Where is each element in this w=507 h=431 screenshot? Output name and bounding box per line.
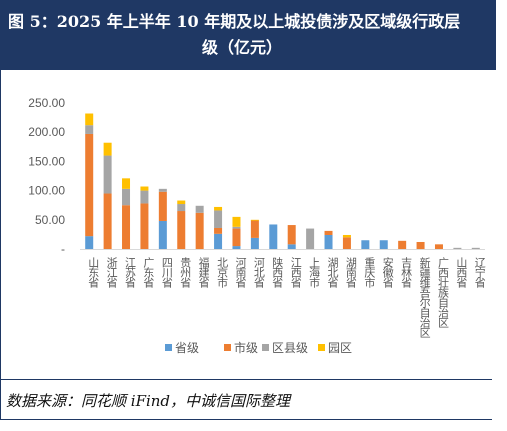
bar-segment	[85, 133, 94, 237]
bar-segment	[324, 230, 333, 235]
bar-segment	[398, 240, 407, 249]
x-tick-label: 安徽省	[381, 256, 394, 289]
x-tick-label: 湖南省	[344, 257, 357, 289]
legend-swatch	[318, 344, 325, 351]
bar-segment	[122, 205, 131, 249]
x-tick-label: 山东省	[87, 257, 100, 289]
x-tick-label: 浙江省	[105, 257, 118, 289]
legend-label: 园区	[328, 341, 352, 355]
bar-segment	[306, 228, 315, 249]
bar-segment	[269, 224, 278, 249]
y-tick-label: 200.00	[28, 125, 65, 139]
y-tick-label: 250.00	[28, 96, 65, 110]
y-tick-label: 100.00	[28, 184, 65, 198]
bar-segment	[140, 186, 149, 191]
bar-segment	[177, 211, 186, 249]
x-tick-label: 吉林省	[400, 257, 413, 289]
x-tick-label: 辽宁省	[473, 257, 486, 289]
legend-label: 区县级	[272, 341, 308, 355]
bar-segment	[416, 241, 425, 249]
x-tick-label: 福建省	[197, 256, 210, 289]
bar-segment	[453, 247, 462, 249]
bar-segment	[177, 204, 186, 212]
bar-segment	[379, 240, 388, 249]
legend-swatch	[262, 344, 269, 351]
bar-segment	[158, 220, 167, 249]
chart-area: 250.00 200.00 150.00 100.00 50.00- 山东省 浙江省 江苏省广…	[0, 70, 492, 378]
left-border	[0, 70, 1, 420]
bar-segment	[250, 220, 259, 238]
bar-segment	[287, 244, 296, 249]
bottom-border	[0, 419, 492, 420]
bar-segment	[232, 246, 241, 249]
x-tick-label: 江西省	[289, 257, 302, 289]
x-tick-label: 湖北省	[326, 257, 339, 289]
x-tick-label: 陕西省	[271, 256, 284, 289]
x-tick-label: 北京市	[216, 257, 229, 289]
x-tick-label: 四川省	[160, 257, 173, 289]
bar-segment	[214, 206, 223, 211]
chart-title-line2: 级（亿元）	[201, 38, 282, 57]
source-note: 数据来源：同花顺 iFind，中诚信国际整理	[0, 379, 492, 419]
legend-swatch	[224, 344, 231, 351]
chart-title-line1: 图 5：2025 年上半年 10 年期及以上城投债涉及区域级行政层	[8, 12, 461, 31]
bar-segment	[324, 234, 333, 249]
bar-segment	[471, 247, 480, 249]
x-tick-label: 河北省	[252, 257, 265, 289]
bar-segment	[342, 237, 351, 249]
bar-segment	[103, 155, 112, 194]
bar-segment	[103, 142, 112, 156]
x-tick-label: 广西壮族自治区	[436, 257, 449, 328]
stacked-bar-chart: 250.00200.00150.00100.0050.00-山东省 浙江省 江苏省广…	[28, 96, 486, 355]
chart-title-bar: 图 5：2025 年上半年 10 年期及以上城投债涉及区域级行政层 级（亿元）	[0, 0, 492, 70]
bar-segment	[232, 226, 241, 229]
bar-segment	[214, 233, 223, 249]
x-tick-label: 新疆维吾尔自治区	[418, 256, 431, 338]
bar-segment	[250, 219, 259, 221]
bar-segment	[195, 205, 204, 213]
y-tick-label: -	[61, 242, 65, 256]
legend-label: 省级	[175, 341, 199, 355]
bar-segment	[232, 216, 241, 227]
bar-segment	[195, 212, 204, 249]
bar-segment	[214, 227, 223, 234]
x-tick-label: 山西省	[455, 257, 468, 289]
bar-segment	[250, 237, 259, 249]
bar-segment	[177, 200, 186, 205]
bar-segment	[85, 113, 94, 126]
bar-segment	[232, 228, 241, 247]
legend-label: 市级	[234, 340, 258, 355]
bar-segment	[122, 178, 131, 189]
right-edge-strip	[492, 0, 507, 431]
legend-swatch	[165, 344, 172, 351]
x-tick-label: 江苏省	[124, 257, 137, 289]
bar-segment	[158, 188, 167, 192]
y-tick-label: 50.00	[35, 213, 65, 227]
x-tick-label: 河南省	[234, 257, 247, 289]
bar-segment	[158, 191, 167, 221]
bar-segment	[434, 244, 443, 249]
x-tick-label: 上海市	[308, 257, 321, 289]
x-tick-label: 广东省	[142, 257, 155, 289]
bar-segment	[287, 225, 296, 245]
bar-segment	[342, 234, 351, 238]
bar-segment	[140, 190, 149, 204]
x-tick-label: 贵州省	[179, 257, 192, 289]
bar-segment	[85, 236, 94, 249]
x-tick-label: 重庆市	[363, 256, 376, 289]
bar-segment	[214, 210, 223, 228]
bar-segment	[140, 203, 149, 249]
bar-segment	[122, 188, 131, 206]
bar-segment	[85, 125, 94, 134]
bar-segment	[361, 240, 370, 249]
y-tick-label: 150.00	[28, 154, 65, 168]
bar-segment	[103, 193, 112, 249]
